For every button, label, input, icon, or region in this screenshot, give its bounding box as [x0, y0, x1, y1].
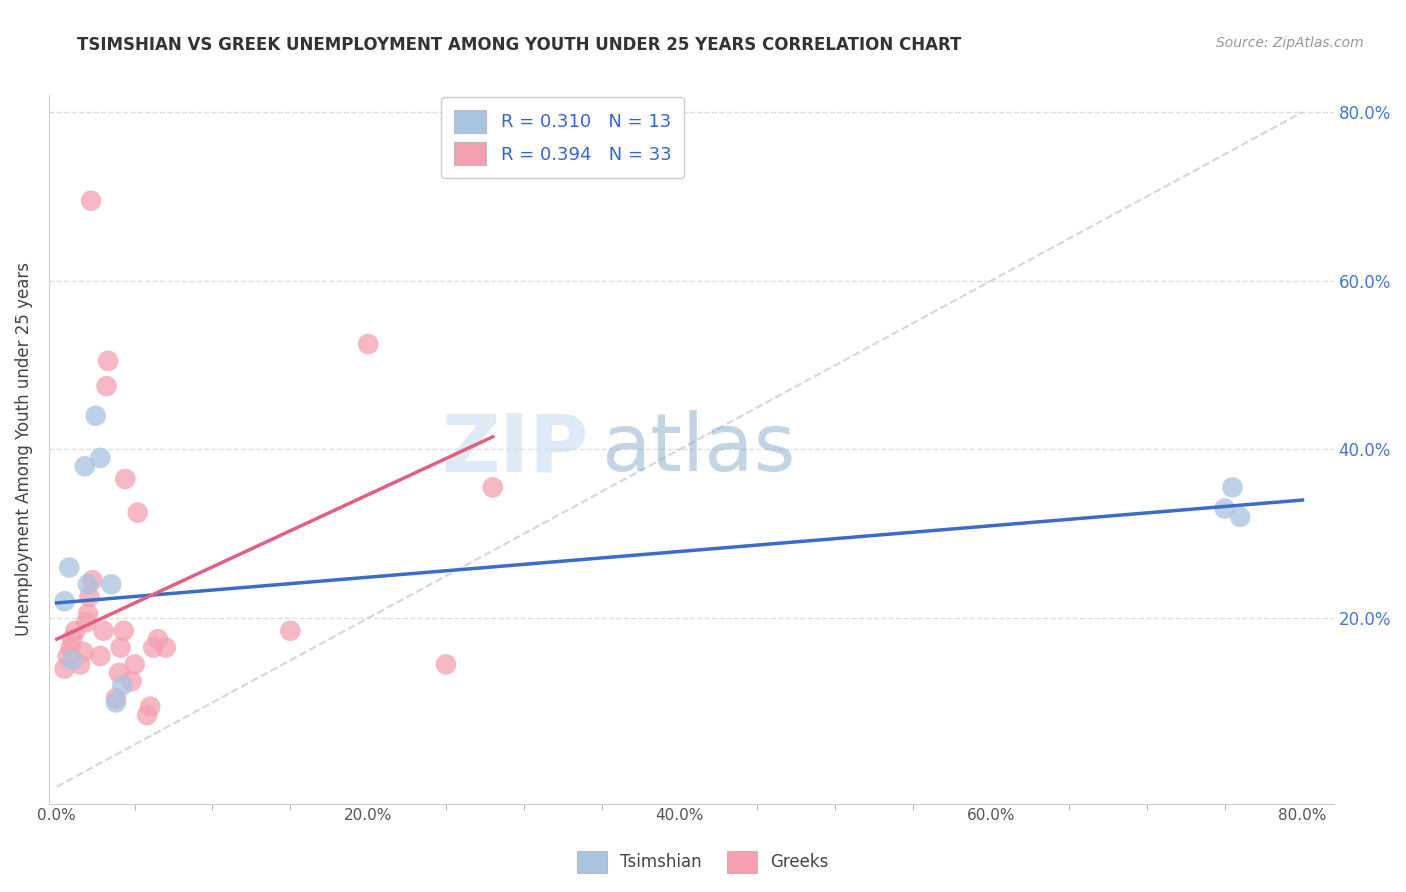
Point	[136, 708, 159, 723]
Point	[127, 506, 149, 520]
Point	[60, 653, 83, 667]
Point	[124, 657, 146, 672]
Point	[146, 632, 169, 647]
Point	[142, 640, 165, 655]
Point	[104, 691, 127, 706]
Point	[110, 640, 132, 655]
Point	[72, 645, 94, 659]
Point	[89, 648, 111, 663]
Point	[1213, 501, 1236, 516]
Point	[481, 480, 503, 494]
Point	[1229, 509, 1251, 524]
Point	[69, 657, 91, 672]
Text: atlas: atlas	[602, 410, 796, 489]
Point	[89, 450, 111, 465]
Point	[80, 194, 103, 208]
Point	[434, 657, 457, 672]
Point	[155, 640, 177, 655]
Y-axis label: Unemployment Among Youth under 25 years: Unemployment Among Youth under 25 years	[15, 262, 32, 637]
Point	[73, 459, 96, 474]
Point	[139, 699, 162, 714]
Point	[60, 632, 83, 647]
Point	[114, 472, 136, 486]
Text: ZIP: ZIP	[441, 410, 589, 489]
Point	[59, 640, 82, 655]
Point	[82, 573, 104, 587]
Point	[104, 695, 127, 709]
Point	[1222, 480, 1244, 494]
Point	[53, 662, 76, 676]
Point	[121, 674, 143, 689]
Point	[75, 615, 97, 630]
Legend: R = 0.310   N = 13, R = 0.394   N = 33: R = 0.310 N = 13, R = 0.394 N = 33	[441, 97, 685, 178]
Point	[77, 577, 100, 591]
Text: TSIMSHIAN VS GREEK UNEMPLOYMENT AMONG YOUTH UNDER 25 YEARS CORRELATION CHART: TSIMSHIAN VS GREEK UNEMPLOYMENT AMONG YO…	[77, 36, 962, 54]
Legend: Tsimshian, Greeks: Tsimshian, Greeks	[571, 845, 835, 880]
Point	[53, 594, 76, 608]
Point	[77, 607, 100, 621]
Point	[56, 648, 79, 663]
Point	[97, 354, 120, 368]
Point	[111, 679, 134, 693]
Point	[79, 590, 101, 604]
Point	[93, 624, 115, 638]
Point	[278, 624, 301, 638]
Point	[112, 624, 135, 638]
Point	[357, 337, 380, 351]
Point	[100, 577, 122, 591]
Point	[58, 560, 80, 574]
Point	[108, 665, 131, 680]
Point	[96, 379, 118, 393]
Text: Source: ZipAtlas.com: Source: ZipAtlas.com	[1216, 36, 1364, 50]
Point	[84, 409, 107, 423]
Point	[65, 624, 87, 638]
